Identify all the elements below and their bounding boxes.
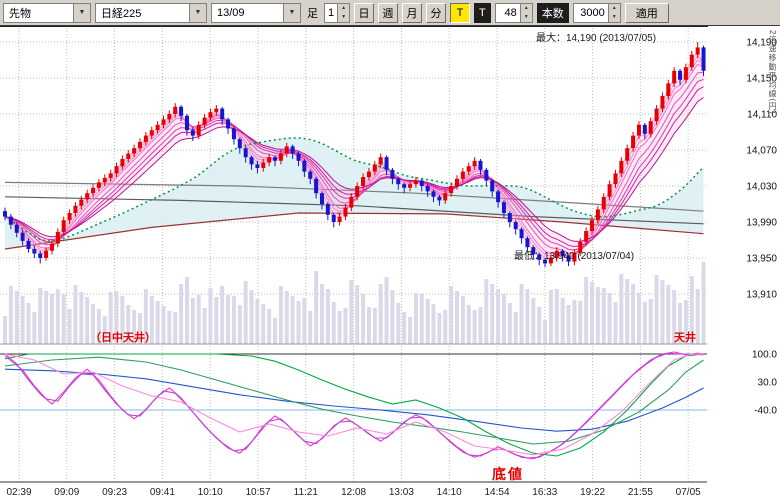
oscillator-lines [4,351,704,460]
svg-text:12:08: 12:08 [341,487,366,498]
timeframe-minutes-stepper[interactable]: 1 ▲ ▼ [324,2,350,23]
axis-mask [708,26,780,500]
svg-text:30.0: 30.0 [758,378,778,389]
period-weekly-button[interactable]: 週 [378,2,398,23]
svg-text:13,950: 13,950 [746,254,777,265]
volume-bars [3,262,706,344]
period-minute-button[interactable]: 分 [426,2,446,23]
apply-button[interactable]: 適用 [624,2,669,23]
chart-area: 14,190 14,150 14,110 14,070 14,030 13,990 13,9… [0,26,780,500]
svg-text:14,190: 14,190 [746,38,777,49]
timeframe-label: 足 [307,7,318,20]
bar-count-label: 本数 [536,2,569,23]
tick-mode-button[interactable]: T [450,2,470,23]
svg-text:14:10: 14:10 [437,487,462,498]
chevron-down-icon[interactable]: ▼ [189,3,206,22]
svg-text:11:21: 11:21 [294,487,319,498]
svg-text:14,110: 14,110 [747,110,777,121]
svg-text:14,070: 14,070 [746,146,777,157]
bottom-label: 底値 [492,466,524,482]
svg-text:09:23: 09:23 [102,487,127,498]
svg-text:07/05: 07/05 [676,487,701,498]
svg-text:100.0: 100.0 [752,350,777,361]
toolbar: 先物 ▼ 日経225 ▼ 13/09 ▼ 足 1 ▲ ▼ 日 週 月 分 T T… [0,0,780,26]
svg-text:13,990: 13,990 [746,218,777,229]
contract-month-select[interactable]: 13/09 ▼ [211,2,301,23]
chevron-down-icon[interactable]: ▼ [283,3,300,22]
long-ma-lines [4,181,704,250]
svg-text:10:10: 10:10 [198,487,223,498]
intraday-ceiling-label: （日中天井） [90,332,156,344]
tick-size-value: 48 [504,6,517,19]
min-price-annotation: 最低：13,940 (2013/07/04) [514,251,635,262]
contract-month-value: 13/09 [217,6,245,19]
svg-text:14:54: 14:54 [484,487,509,498]
panel-borders [0,26,780,483]
svg-text:13:03: 13:03 [389,487,414,498]
spin-down-icon[interactable]: ▼ [338,12,349,22]
instrument-type-select[interactable]: 先物 ▼ [3,2,91,23]
spin-up-icon[interactable]: ▲ [608,3,620,13]
svg-text:19:22: 19:22 [580,487,605,498]
candles [3,42,706,267]
chevron-down-icon[interactable]: ▼ [73,3,90,22]
bar-count-stepper[interactable]: 3000 ▲ ▼ [572,2,621,23]
tick-size-stepper[interactable]: 48 ▲ ▼ [494,2,533,23]
axis-labels: 14,190 14,150 14,110 14,070 14,030 13,990 13,9… [6,38,777,499]
spin-up-icon[interactable]: ▲ [520,3,532,13]
instrument-value: 日経225 [101,7,142,20]
svg-text:21:55: 21:55 [628,487,653,498]
bar-count-value: 3000 [580,6,605,19]
svg-text:10:57: 10:57 [245,487,270,498]
period-monthly-button[interactable]: 月 [402,2,422,23]
period-daily-button[interactable]: 日 [354,2,374,23]
instrument-type-value: 先物 [9,7,31,20]
svg-text:02:39: 02:39 [6,487,31,498]
svg-text:09:09: 09:09 [54,487,79,498]
spin-down-icon[interactable]: ▼ [520,12,532,22]
ceiling-label: 天井 [674,332,696,344]
spin-down-icon[interactable]: ▼ [608,12,620,22]
max-price-annotation: 最大：14,190 (2013/07/05) [536,33,657,44]
axis-note: 2倍速移動平均線(円) [768,30,777,115]
svg-text:09:41: 09:41 [150,487,175,498]
spin-up-icon[interactable]: ▲ [338,3,349,13]
timeframe-minutes-value: 1 [328,6,335,19]
svg-text:13,910: 13,910 [746,290,777,301]
tick-size-label: T [474,2,491,23]
svg-text:14,030: 14,030 [746,182,777,193]
green-ma [4,137,705,242]
svg-text:16:33: 16:33 [532,487,557,498]
price-chart[interactable]: 14,190 14,150 14,110 14,070 14,030 13,990 13,9… [0,26,780,500]
svg-text:14,150: 14,150 [746,74,777,85]
instrument-select[interactable]: 日経225 ▼ [95,2,207,23]
svg-text:-40.0: -40.0 [754,406,777,417]
